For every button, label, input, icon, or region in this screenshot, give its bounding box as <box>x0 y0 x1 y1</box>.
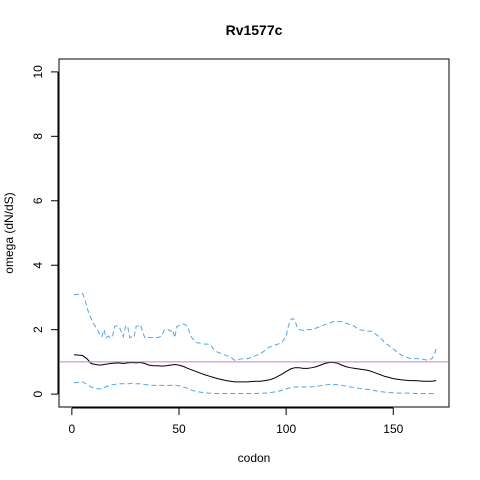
y-tick-label: 10 <box>31 65 45 79</box>
y-tick-label: 6 <box>31 197 45 204</box>
chart-title: Rv1577c <box>226 22 283 38</box>
y-tick-label: 4 <box>31 262 45 269</box>
x-axis: 0 50 100 150 <box>69 407 404 436</box>
series-line-upper-bound <box>73 293 437 361</box>
plot-area <box>59 293 449 394</box>
series-line-estimate <box>73 354 437 383</box>
x-tick-label: 150 <box>383 422 403 436</box>
y-tick-label: 0 <box>31 390 45 397</box>
x-tick-label: 100 <box>276 422 296 436</box>
plot-frame <box>58 58 450 408</box>
y-tick-label: 8 <box>31 133 45 140</box>
y-tick-label: 2 <box>31 326 45 333</box>
series-line-lower-bound <box>73 381 437 394</box>
y-axis-label: omega (dN/dS) <box>2 192 16 273</box>
x-tick-label: 50 <box>172 422 186 436</box>
x-axis-label: codon <box>238 451 271 465</box>
x-tick-label: 0 <box>69 422 76 436</box>
y-axis: 0 2 4 6 8 10 <box>31 65 59 397</box>
